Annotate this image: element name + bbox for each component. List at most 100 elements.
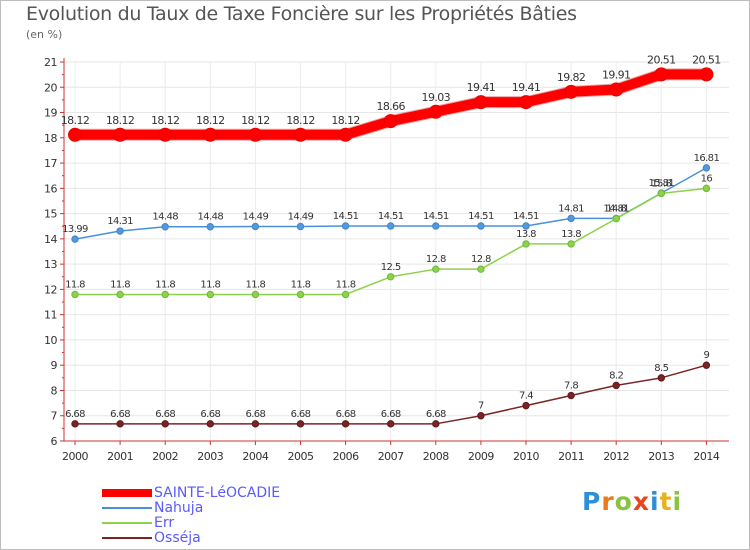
x-tick-label: 2011 xyxy=(558,450,584,463)
data-point xyxy=(341,290,350,299)
data-label: 11.8 xyxy=(155,279,175,290)
data-point xyxy=(564,84,579,99)
logo-letter: o xyxy=(614,487,633,516)
data-label: 14.51 xyxy=(468,211,494,222)
data-point xyxy=(612,381,620,390)
y-tick-label: 15 xyxy=(44,208,57,221)
data-point xyxy=(699,67,714,82)
x-tick-label: 2009 xyxy=(468,450,494,463)
legend-label: Osséja xyxy=(154,530,201,546)
legend-swatch xyxy=(102,507,152,509)
legend-label: SAINTE-LéOCADIE xyxy=(154,485,281,501)
data-point xyxy=(116,420,124,428)
data-label: 14.81 xyxy=(558,203,584,214)
data-label: 18.12 xyxy=(106,114,135,127)
data-point xyxy=(522,240,530,248)
data-label: 19.82 xyxy=(557,71,586,84)
data-point xyxy=(657,374,665,382)
data-point xyxy=(473,95,488,110)
data-point xyxy=(206,420,215,428)
grid xyxy=(64,61,729,441)
y-tick-label: 14 xyxy=(44,233,57,246)
data-label: 19.41 xyxy=(467,81,496,94)
data-label: 12.8 xyxy=(471,254,491,265)
x-tick-label: 2002 xyxy=(152,450,178,463)
x-tick-label: 2008 xyxy=(423,450,449,463)
data-point xyxy=(158,127,173,142)
logo-letter: i xyxy=(650,487,660,516)
data-label: 7.8 xyxy=(564,381,578,392)
data-point xyxy=(387,273,395,281)
data-label: 15.8 xyxy=(651,178,671,189)
y-tick-label: 19 xyxy=(44,107,57,120)
x-tick-label: 2003 xyxy=(197,450,223,463)
chart-title: Evolution du Taux de Taxe Foncière sur l… xyxy=(26,3,577,25)
data-label: 12.5 xyxy=(381,262,401,273)
data-label: 14.49 xyxy=(243,211,269,222)
data-point xyxy=(341,222,350,230)
series-lines xyxy=(68,67,714,428)
data-point xyxy=(387,222,395,230)
logo-letter: i xyxy=(672,487,683,516)
data-label: 14.8 xyxy=(606,204,626,215)
data-point xyxy=(338,127,353,142)
data-point xyxy=(161,290,169,299)
data-point xyxy=(522,222,530,230)
data-label: 9 xyxy=(704,350,710,361)
data-label: 14.81 xyxy=(603,203,629,214)
data-label: 19.41 xyxy=(512,81,541,94)
data-label: 14.48 xyxy=(152,212,178,223)
series-3 xyxy=(71,361,711,428)
data-point xyxy=(609,82,624,97)
data-point xyxy=(657,189,665,198)
data-point xyxy=(206,223,215,231)
data-label: 18.12 xyxy=(331,114,360,127)
data-label: 16 xyxy=(701,173,713,184)
data-point xyxy=(383,114,398,129)
data-label: 6.68 xyxy=(291,409,311,420)
data-point xyxy=(612,214,620,223)
series-2 xyxy=(71,184,711,299)
legend-label: Err xyxy=(154,515,175,531)
data-label: 6.68 xyxy=(110,409,130,420)
data-label: 19.03 xyxy=(422,91,451,104)
data-label: 6.68 xyxy=(245,409,265,420)
x-tick-label: 2000 xyxy=(62,450,88,463)
data-point xyxy=(428,104,443,119)
axes: 6 7 8 9 10 11 12 13 14 15 16 17 18 19 20 21 2000 2001 2002… xyxy=(44,56,729,463)
data-point xyxy=(68,127,82,142)
data-point xyxy=(296,222,305,231)
data-point xyxy=(161,223,169,231)
logo-letter: x xyxy=(632,487,650,516)
data-label: 20.51 xyxy=(692,53,721,66)
data-label: 11.8 xyxy=(336,279,356,290)
data-label: 7 xyxy=(478,401,484,412)
data-point xyxy=(702,164,711,172)
y-tick-label: 21 xyxy=(44,56,57,69)
data-label: 15.81 xyxy=(648,178,674,189)
data-point xyxy=(248,127,263,142)
y-axis-unit: (en %) xyxy=(26,28,63,41)
data-label: 18.12 xyxy=(241,114,270,127)
x-tick-label: 2012 xyxy=(603,450,629,463)
data-label: 6.68 xyxy=(200,409,220,420)
x-tick-label: 2014 xyxy=(693,450,719,463)
data-point xyxy=(567,391,575,400)
data-label: 18.12 xyxy=(61,114,90,127)
data-label: 14.49 xyxy=(288,211,314,222)
data-label: 14.51 xyxy=(378,211,404,222)
logo-letter: r xyxy=(601,487,615,516)
data-point xyxy=(71,290,79,299)
logo-letter: t xyxy=(659,487,673,516)
y-tick-label: 16 xyxy=(44,182,57,195)
x-tick-label: 2006 xyxy=(333,450,359,463)
data-label: 6.68 xyxy=(381,409,401,420)
data-point xyxy=(432,265,440,273)
data-label: 14.51 xyxy=(513,211,539,222)
data-label: 7.4 xyxy=(519,391,533,402)
data-label: 13.8 xyxy=(516,229,536,240)
data-labels: 18.12 18.12 18.12 18.12 18.12 18.12 18.12 18.66… xyxy=(61,53,722,420)
proxiti-logo: Proxiti xyxy=(582,487,682,516)
data-point xyxy=(113,127,128,142)
